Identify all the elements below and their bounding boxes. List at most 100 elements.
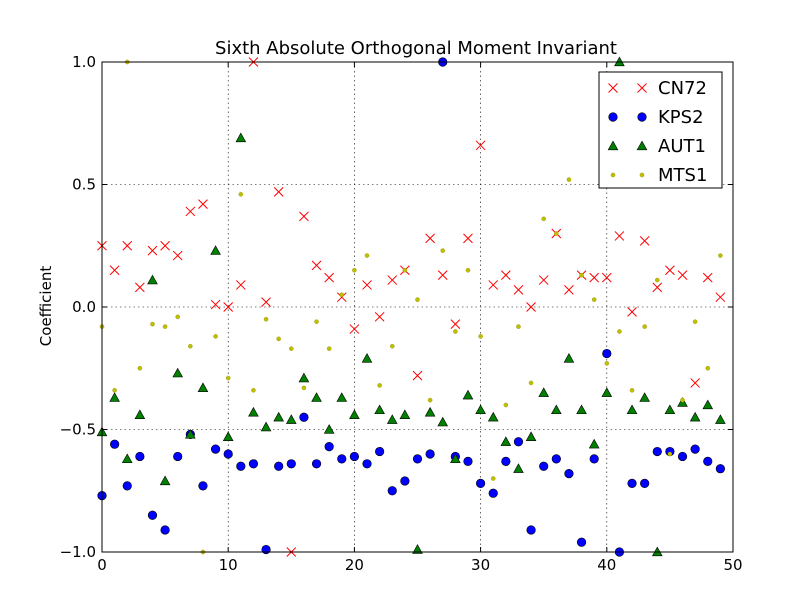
data-point-aut1	[172, 367, 184, 378]
legend-entry-mts1: MTS1	[610, 165, 707, 186]
data-point-kps2	[513, 437, 524, 447]
data-point-mts1	[402, 267, 408, 273]
data-point-aut1	[588, 438, 600, 449]
data-point-kps2	[627, 478, 637, 489]
data-point-cn72	[538, 275, 549, 285]
data-point-kps2	[564, 469, 574, 479]
data-point-cn72	[614, 231, 625, 241]
data-point-kps2	[703, 456, 713, 466]
data-point-kps2	[551, 454, 561, 464]
x-tick-label: 20	[345, 556, 364, 574]
data-point-cn72	[349, 324, 360, 334]
data-point-mts1	[566, 177, 572, 182]
x-tick-label: 10	[219, 556, 238, 574]
data-point-cn72	[324, 272, 335, 283]
data-point-cn72	[589, 272, 600, 283]
plot-area-marks	[96, 56, 726, 557]
data-point-cn72	[135, 282, 145, 293]
data-point-cn72	[160, 240, 170, 251]
data-point-aut1	[500, 436, 512, 446]
data-point-kps2	[400, 476, 410, 486]
x-tick-label: 40	[597, 556, 616, 574]
data-point-aut1	[134, 409, 146, 419]
data-point-aut1	[626, 404, 638, 415]
data-point-kps2	[412, 454, 423, 464]
legend-box	[598, 71, 723, 189]
data-point-cn72	[488, 280, 499, 290]
data-point-cn72	[425, 233, 435, 244]
data-point-mts1	[718, 253, 723, 258]
data-point-mts1	[465, 267, 471, 273]
x-tick-label: 30	[471, 556, 490, 574]
data-point-kps2	[198, 481, 208, 491]
data-point-kps2	[337, 454, 347, 464]
data-point-cn72	[235, 280, 246, 290]
data-point-kps2	[110, 439, 120, 449]
data-point-mts1	[692, 319, 698, 324]
data-point-kps2	[602, 348, 612, 359]
data-point-aut1	[639, 392, 650, 402]
data-point-mts1	[705, 365, 711, 371]
x-tick-label: 0	[97, 556, 107, 574]
axis-ticks: 0 10 20 30 40 50 −1.0 −0.5 0.0 0.5 1.0	[60, 53, 743, 574]
legend-marker-mts1	[610, 172, 616, 178]
data-point-kps2	[223, 449, 233, 459]
data-point-aut1	[323, 424, 335, 434]
data-point-aut1	[185, 428, 196, 439]
data-point-cn72	[665, 265, 675, 276]
data-point-aut1	[121, 453, 133, 464]
data-point-aut1	[424, 406, 436, 417]
legend-marker-cn72	[608, 83, 618, 93]
data-point-mts1	[112, 388, 117, 393]
data-point-aut1	[462, 389, 474, 400]
legend-label-cn72: CN72	[658, 78, 707, 99]
data-point-kps2	[526, 525, 536, 535]
data-point-aut1	[601, 387, 613, 397]
data-point-aut1	[475, 404, 486, 415]
data-point-aut1	[702, 399, 714, 410]
series-kps2	[97, 57, 725, 557]
legend-marker-mts1	[639, 172, 645, 178]
data-point-aut1	[210, 245, 221, 255]
data-point-cn72	[122, 240, 133, 251]
data-point-aut1	[273, 411, 284, 422]
data-point-kps2	[476, 478, 486, 489]
data-point-kps2	[463, 456, 473, 466]
data-point-mts1	[263, 316, 269, 322]
data-point-mts1	[137, 365, 143, 371]
data-point-aut1	[109, 392, 120, 402]
data-point-mts1	[364, 253, 370, 258]
data-point-mts1	[276, 336, 281, 342]
data-point-mts1	[680, 397, 685, 403]
y-tick-label: −1.0	[60, 543, 96, 561]
data-point-kps2	[349, 451, 360, 462]
data-point-kps2	[248, 459, 259, 469]
data-point-mts1	[314, 319, 319, 324]
data-point-aut1	[538, 387, 550, 397]
chart-title: Sixth Absolute Orthogonal Moment Invaria…	[215, 38, 617, 59]
legend-entry-aut1: AUT1	[607, 136, 706, 157]
data-point-mts1	[352, 267, 357, 273]
data-point-kps2	[715, 464, 725, 474]
data-point-aut1	[715, 414, 726, 424]
data-point-mts1	[238, 192, 244, 197]
data-point-mts1	[541, 216, 546, 222]
data-point-cn72	[198, 199, 208, 209]
data-point-mts1	[490, 476, 496, 481]
data-point-mts1	[339, 292, 345, 297]
data-point-cn72	[362, 280, 372, 290]
data-point-aut1	[222, 431, 234, 441]
data-point-aut1	[399, 409, 411, 419]
data-point-kps2	[173, 451, 183, 462]
data-point-cn72	[450, 319, 461, 330]
legend-label-kps2: KPS2	[658, 107, 704, 128]
data-point-kps2	[261, 544, 271, 555]
data-point-cn72	[273, 186, 284, 197]
y-tick-label: 1.0	[72, 53, 96, 71]
data-point-aut1	[235, 132, 247, 143]
data-point-mts1	[642, 324, 647, 329]
data-point-cn72	[690, 378, 700, 388]
data-point-kps2	[640, 478, 650, 489]
data-point-kps2	[324, 442, 334, 452]
data-point-mts1	[554, 231, 559, 236]
